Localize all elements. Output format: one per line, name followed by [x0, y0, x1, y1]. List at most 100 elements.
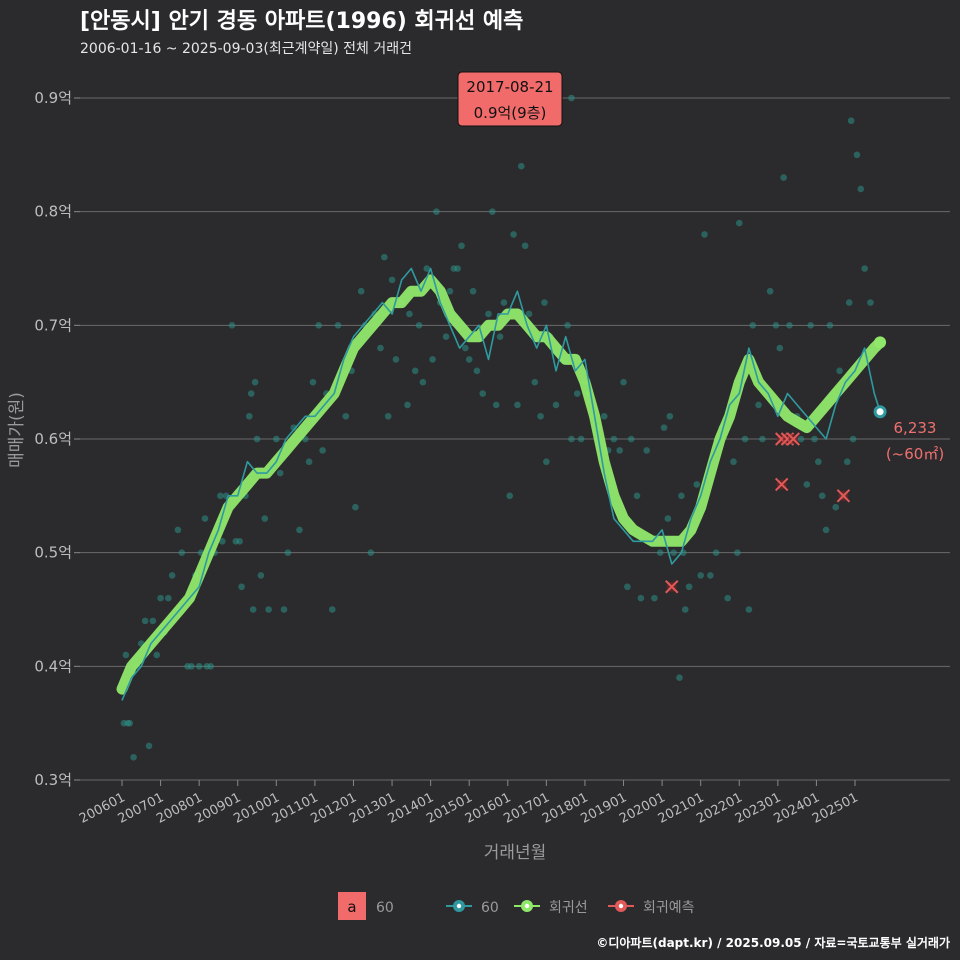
transaction-point — [238, 583, 245, 591]
end-label-area: (~60㎡) — [886, 445, 944, 463]
regression-end-point — [874, 336, 887, 349]
transaction-point — [847, 117, 855, 125]
transaction-point — [741, 435, 749, 443]
chart-title: [안동시] 안기 경동 아파트(1996) 회귀선 예측 — [80, 9, 523, 34]
transaction-point — [126, 719, 134, 727]
prediction-marker — [786, 432, 800, 446]
transaction-point — [496, 333, 504, 341]
legend-dot-center — [618, 903, 624, 909]
legend-label: 회귀예측 — [643, 900, 695, 916]
transaction-point — [577, 435, 585, 443]
transaction-point — [766, 287, 774, 295]
transaction-point — [651, 594, 658, 602]
y-tick-label: 0.4억 — [34, 657, 72, 675]
prediction-cross — [665, 580, 679, 594]
transaction-point — [454, 265, 461, 272]
series-lines — [116, 267, 887, 701]
prediction-marker — [836, 489, 851, 503]
transaction-point — [664, 515, 672, 522]
transaction-point — [797, 435, 805, 443]
transaction-point — [541, 299, 548, 306]
transaction-point — [693, 481, 701, 488]
transaction-point — [845, 299, 853, 306]
legend-swatch-a — [338, 892, 366, 920]
transaction-point — [749, 322, 757, 329]
legend: a 60 60 회귀선 회귀예측 — [338, 892, 695, 920]
transaction-point — [377, 344, 384, 352]
transaction-point — [543, 458, 550, 466]
transaction-point — [815, 458, 822, 466]
transaction-point — [149, 617, 157, 625]
transaction-point — [251, 378, 259, 386]
transaction-points — [120, 117, 874, 761]
transaction-point — [707, 572, 714, 579]
transaction-point — [207, 663, 215, 670]
transaction-point — [772, 322, 780, 329]
transaction-point — [867, 299, 874, 306]
prediction-markers — [665, 432, 851, 594]
transaction-point — [257, 572, 265, 579]
legend-dot-center — [456, 903, 462, 909]
transaction-point — [201, 515, 209, 522]
transaction-point — [573, 390, 581, 397]
transaction-point — [352, 503, 359, 511]
legend-label: 60 — [481, 900, 499, 916]
transaction-point — [531, 378, 539, 386]
transaction-point — [392, 356, 400, 363]
transaction-point — [469, 287, 477, 295]
transaction-point — [415, 322, 423, 329]
transaction-point — [276, 469, 284, 477]
transaction-point — [429, 356, 436, 363]
transaction-point — [228, 322, 236, 329]
transaction-point — [164, 594, 172, 602]
prediction-cross — [786, 432, 800, 446]
transaction-point — [853, 151, 861, 159]
transaction-point — [188, 663, 195, 670]
transaction-point — [685, 583, 693, 591]
transaction-point — [178, 549, 186, 556]
highlight-annotation: 2017-08-21 0.9억(9층) — [457, 71, 575, 127]
legend-dot-center — [524, 903, 530, 909]
y-tick-label: 0.7억 — [34, 316, 72, 334]
y-tick-label: 0.3억 — [34, 771, 72, 789]
transaction-point — [537, 412, 544, 420]
transaction-point — [253, 435, 261, 443]
y-tick-label: 0.9억 — [34, 89, 72, 107]
transaction-point — [759, 435, 766, 443]
x-axis-title: 거래년월 — [484, 843, 547, 863]
highlight-box — [457, 71, 563, 127]
transaction-point — [807, 322, 814, 329]
y-axis-ticks: 0.3억 0.4억 0.5억 0.6억 0.7억 0.8억 0.9억 — [34, 89, 80, 789]
prediction-marker — [665, 580, 679, 594]
transaction-point — [315, 322, 323, 329]
end-label-value: 6,233 — [894, 419, 937, 437]
legend-label-60-area: 60 — [376, 900, 394, 916]
transaction-point — [406, 310, 413, 318]
transaction-point — [261, 515, 269, 522]
transaction-point — [712, 549, 720, 556]
y-tick-label: 0.8억 — [34, 203, 72, 221]
highlight-point — [568, 94, 575, 102]
transaction-point — [153, 651, 161, 659]
transaction-point — [666, 412, 674, 420]
transaction-point — [273, 435, 280, 443]
transaction-point — [735, 219, 743, 227]
legend-label: 회귀선 — [549, 900, 588, 916]
transaction-point — [247, 390, 255, 397]
transaction-point — [780, 174, 787, 181]
transaction-point — [246, 412, 253, 420]
transaction-point — [510, 231, 517, 238]
transaction-point — [786, 322, 793, 329]
transaction-point — [678, 492, 685, 500]
transaction-point — [818, 492, 826, 500]
transaction-point — [342, 412, 350, 420]
transaction-point — [568, 435, 575, 443]
transaction-point — [219, 538, 226, 545]
credit-text: ©디아파트(dapt.kr) / 2025.09.05 / 자료=국토교통부 실… — [596, 935, 950, 950]
transaction-point — [423, 265, 431, 272]
transaction-point — [616, 447, 623, 454]
transaction-point — [681, 606, 689, 613]
transaction-point — [217, 492, 224, 500]
transaction-point — [832, 503, 840, 511]
